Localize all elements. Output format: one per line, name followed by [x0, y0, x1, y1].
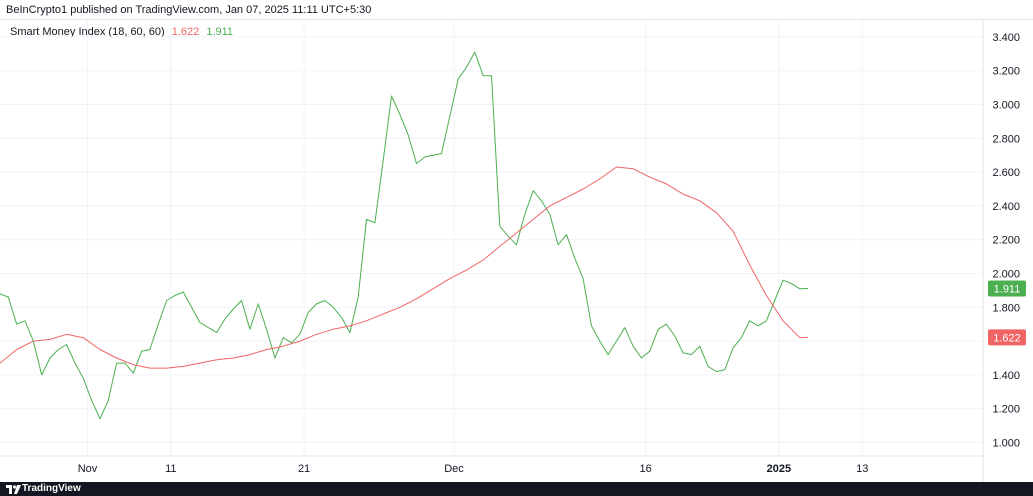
grid-layer: [0, 20, 983, 456]
publish-bar: BeInCrypto1 published on TradingView.com…: [0, 0, 1033, 20]
publish-text: BeInCrypto1 published on TradingView.com…: [6, 4, 372, 16]
price-label-text: 1.622: [993, 332, 1021, 344]
y-tick-label: 3.000: [992, 99, 1020, 111]
legend-value-red: 1.622: [171, 26, 200, 38]
time-axis[interactable]: Nov 11 21 Dec 16 2025 13: [78, 463, 869, 475]
y-tick-label: 2.400: [992, 201, 1020, 213]
y-tick-label: 2.600: [992, 167, 1020, 179]
x-tick-label: 21: [298, 463, 310, 475]
price-labels: 1.911 1.622: [988, 280, 1026, 346]
series-line-red: [0, 166, 809, 369]
tradingview-logo-text: TradingView: [22, 483, 81, 494]
legend-value-green: 1.911: [206, 26, 234, 38]
price-label: 1.911: [988, 280, 1026, 297]
price-label-bg: [988, 329, 1026, 346]
price-label-bg: [988, 280, 1026, 297]
price-label-text: 1.911: [994, 284, 1021, 296]
series-layer: [0, 51, 809, 420]
price-label: 1.622: [988, 329, 1026, 346]
y-tick-label: 2.800: [992, 133, 1020, 145]
x-tick-label: Nov: [78, 463, 98, 475]
x-tick-label: 11: [165, 463, 176, 475]
x-tick-label: 2025: [767, 463, 791, 475]
price-axis[interactable]: 3.400 3.200 3.000 2.800 2.600 2.400 2.200 2.000…: [992, 32, 1020, 450]
x-tick-label: Dec: [444, 463, 464, 475]
x-tick-label: 16: [639, 463, 651, 475]
y-tick-label: 1.400: [992, 370, 1020, 382]
y-tick-label: 2.200: [992, 235, 1020, 247]
y-tick-label: 3.200: [992, 66, 1020, 78]
y-tick-label: 2.000: [992, 268, 1020, 280]
y-tick-label: 3.400: [992, 32, 1020, 44]
tradingview-logo-icon: [6, 485, 21, 494]
series-line-green: [0, 51, 809, 420]
footer-bar: TradingView: [0, 482, 1033, 496]
chart-canvas[interactable]: 3.400 3.200 3.000 2.800 2.600 2.400 2.200 2.000…: [0, 20, 1033, 482]
x-tick-label: 13: [856, 463, 868, 475]
y-tick-label: 1.200: [992, 404, 1020, 416]
y-tick-label: 1.800: [992, 302, 1020, 314]
y-tick-label: 1.000: [992, 437, 1020, 449]
